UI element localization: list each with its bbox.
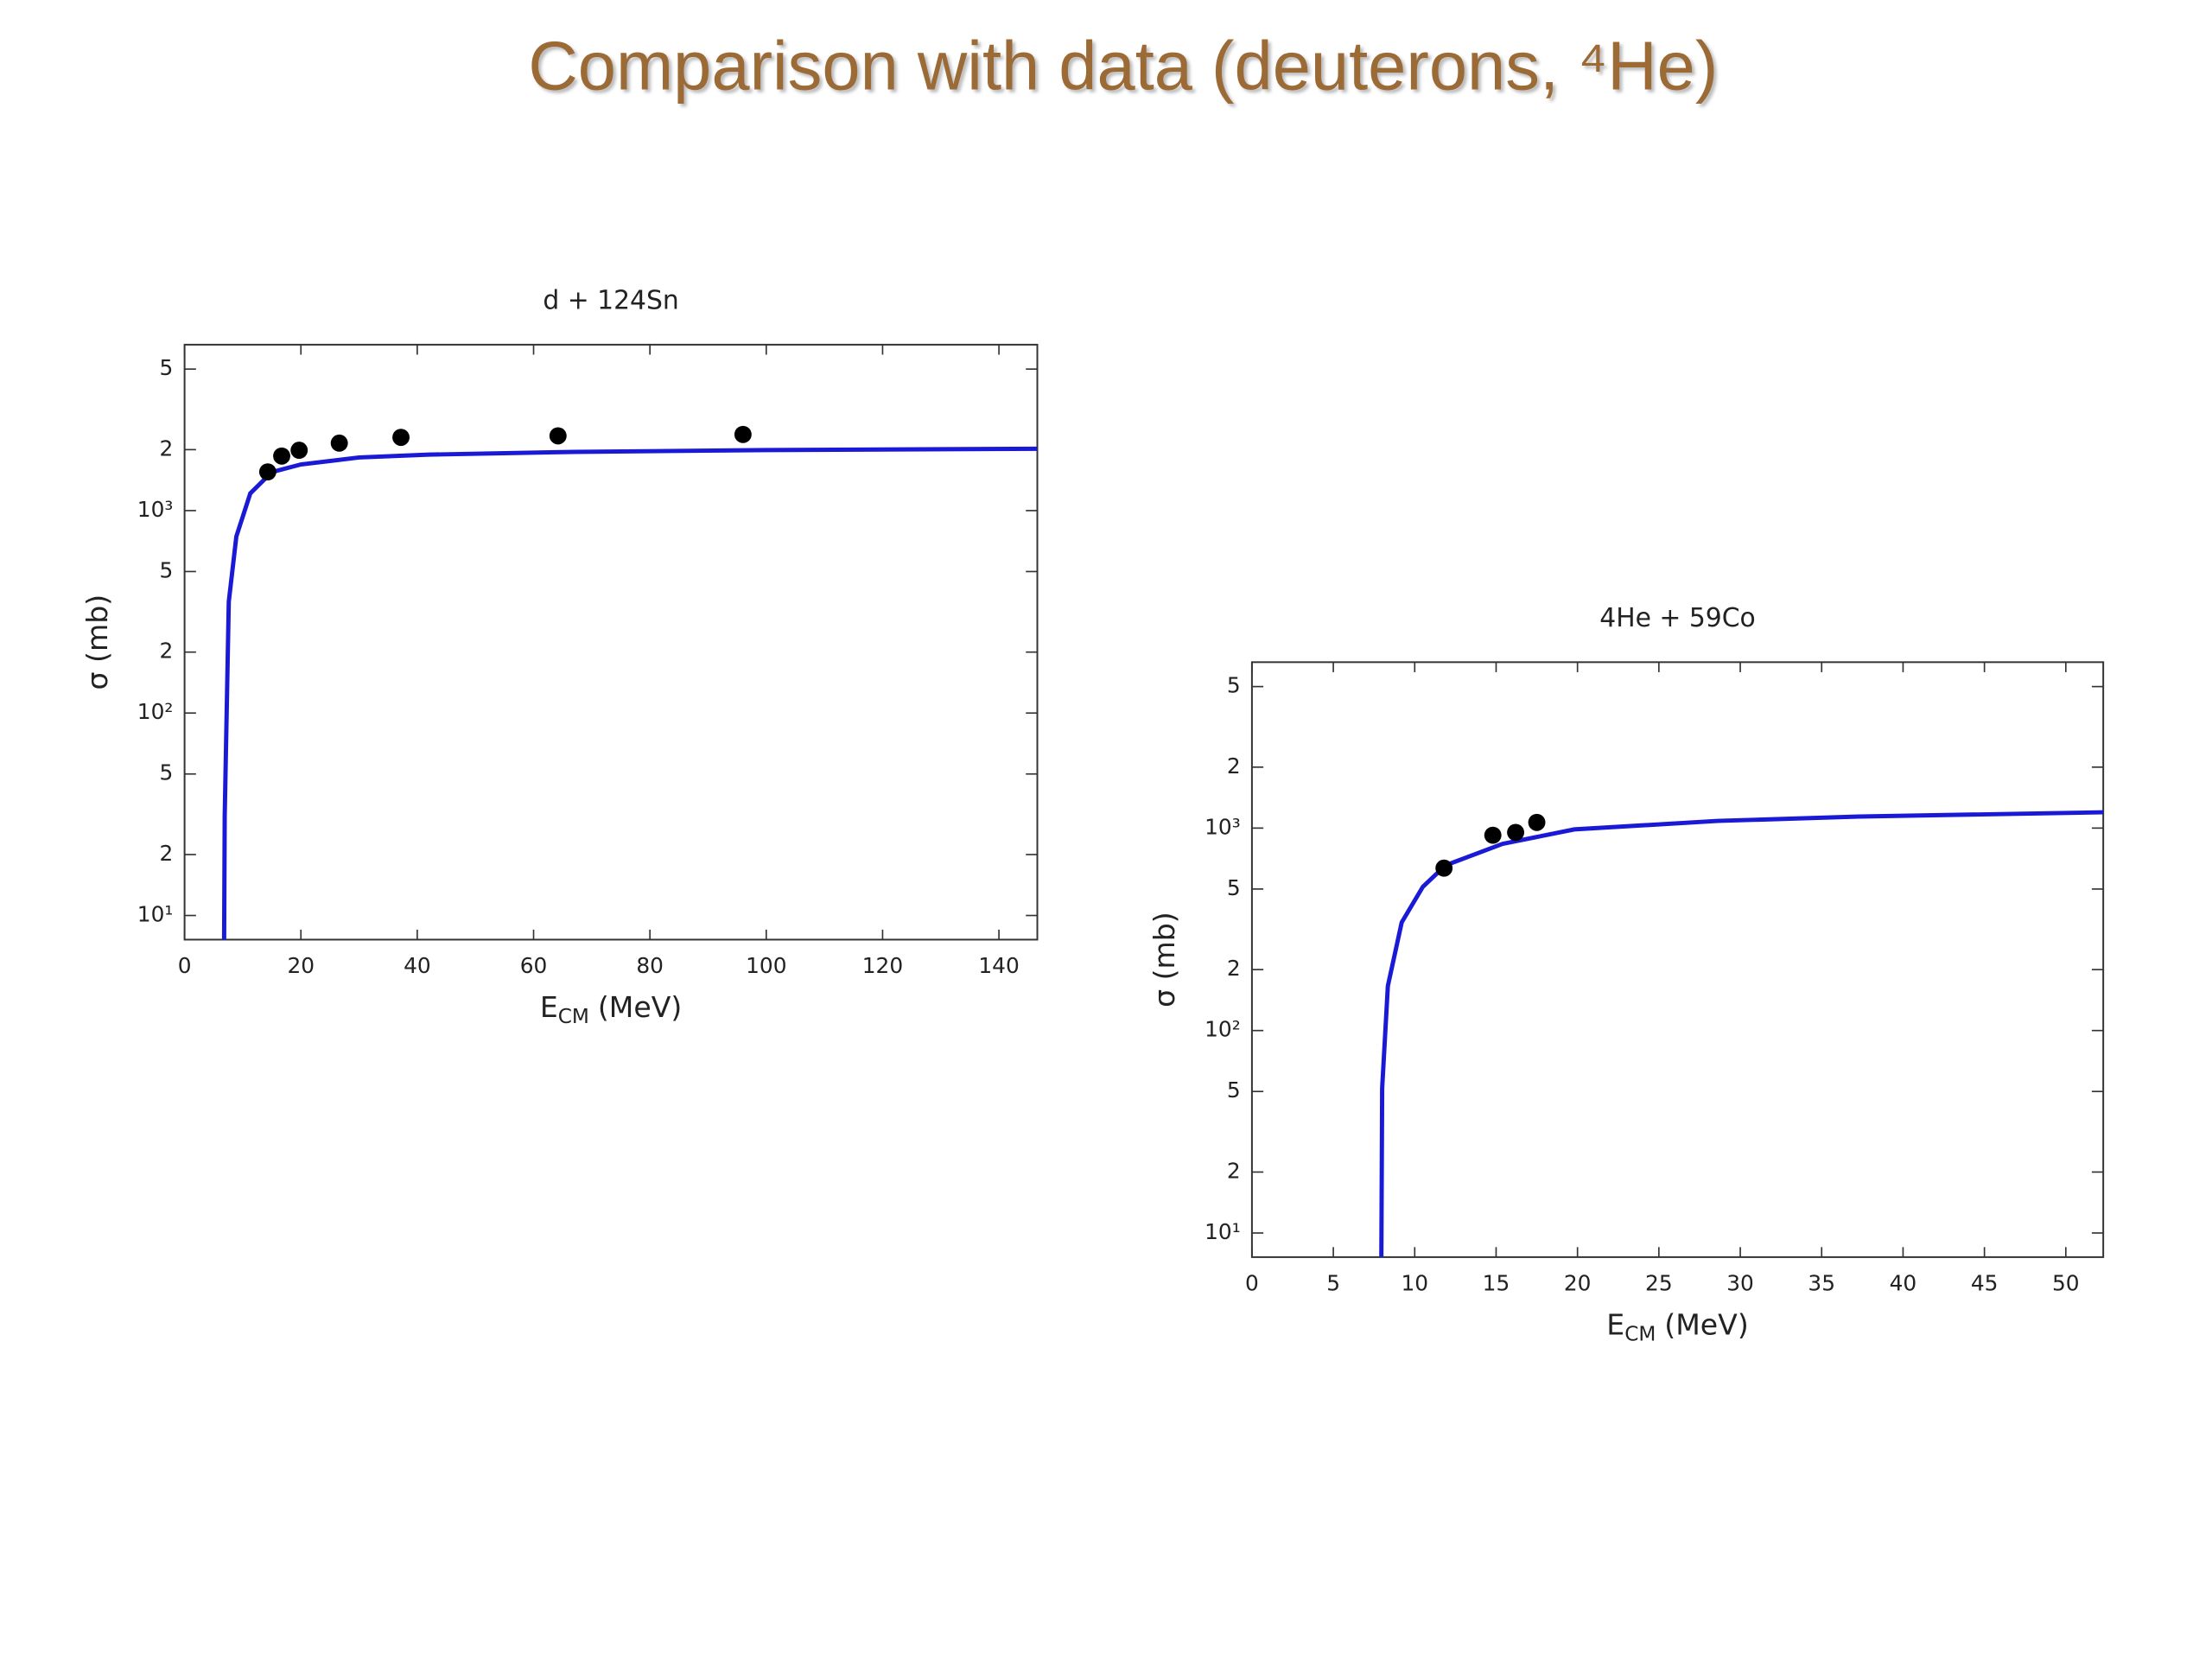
data-point	[392, 429, 410, 447]
y-tick-label: 5	[160, 557, 174, 582]
x-tick-label: 40	[1890, 1270, 1917, 1295]
y-tick-label: 10¹	[1205, 1219, 1241, 1244]
data-point	[258, 463, 276, 481]
x-tick-label: 140	[978, 953, 1019, 978]
y-tick-label: 10²	[137, 699, 174, 724]
x-tick-label: 60	[520, 953, 548, 978]
x-axis-label-sub: CM	[558, 1004, 589, 1027]
chart: d + 124Sn 0 20 40 60 80 100 120 140 10¹ 2 5 10² 2 5 10³…	[80, 286, 1039, 1027]
data-point	[1435, 859, 1453, 877]
y-tick-label: 5	[1227, 875, 1241, 900]
x-tick-label: 40	[404, 953, 431, 978]
y-axis-label: σ (mb)	[1147, 912, 1181, 1007]
y-tick-label: 10³	[137, 497, 174, 522]
x-axis-label-unit: (MeV)	[598, 989, 682, 1023]
chart-title: 4He + 59Co	[1599, 603, 1756, 633]
x-tick-label: 35	[1808, 1270, 1835, 1295]
x-tick-label: 50	[2052, 1270, 2080, 1295]
x-tick-label: 120	[862, 953, 903, 978]
plot-frame	[183, 343, 1039, 941]
y-tick-label: 2	[1227, 956, 1241, 981]
x-tick-label: 80	[636, 953, 664, 978]
y-tick-label: 2	[160, 435, 174, 461]
y-tick-label: 5	[160, 355, 174, 380]
y-axis-label: σ (mb)	[80, 594, 114, 690]
x-tick-label: 5	[1326, 1270, 1340, 1295]
plot-area	[1379, 810, 2104, 1257]
x-axis-label: ECM (MeV)	[1606, 1307, 1748, 1345]
y-tick-label: 5	[160, 760, 174, 785]
model-curve	[1379, 810, 2104, 1257]
x-axis-label-sub: CM	[1624, 1322, 1656, 1345]
plot-frame	[1250, 661, 2105, 1258]
plot-area	[221, 425, 1038, 940]
model-curve	[221, 446, 1038, 940]
x-tick-label: 15	[1483, 1270, 1510, 1295]
x-axis-label-main: E	[540, 989, 558, 1023]
y-tick-label: 5	[1227, 1077, 1241, 1103]
data-point	[1528, 813, 1546, 831]
y-tick-label: 10²	[1205, 1017, 1241, 1042]
slide-title: Comparison with data (deuterons, ⁴He)	[528, 28, 1718, 105]
x-axis-label-main: E	[1606, 1307, 1624, 1341]
x-axis-label: ECM (MeV)	[540, 989, 682, 1027]
x-tick-label: 25	[1645, 1270, 1673, 1295]
data-point	[1484, 826, 1502, 844]
y-tick-label: 2	[160, 841, 174, 866]
x-tick-label: 45	[1971, 1270, 1999, 1295]
y-tick-label: 5	[1227, 673, 1241, 698]
x-tick-label: 10	[1401, 1270, 1428, 1295]
y-tick-label: 10³	[1205, 814, 1241, 839]
data-point	[734, 425, 752, 443]
chart-title: d + 124Sn	[543, 286, 678, 316]
y-tick-label: 10¹	[137, 902, 174, 927]
y-tick-label: 2	[1227, 1158, 1241, 1183]
x-tick-label: 20	[1564, 1270, 1592, 1295]
data-point	[549, 427, 567, 445]
y-tick-label: 2	[1227, 753, 1241, 779]
y-tick-label: 2	[160, 639, 174, 664]
x-tick-label: 0	[1245, 1270, 1259, 1295]
x-tick-label: 100	[746, 953, 786, 978]
data-point	[290, 442, 308, 460]
data-point	[1507, 823, 1525, 842]
x-tick-label: 20	[287, 953, 315, 978]
x-tick-label: 30	[1726, 1270, 1754, 1295]
x-tick-label: 0	[178, 953, 192, 978]
data-point	[330, 434, 348, 452]
data-point	[273, 447, 290, 465]
x-axis-label-unit: (MeV)	[1664, 1307, 1748, 1341]
